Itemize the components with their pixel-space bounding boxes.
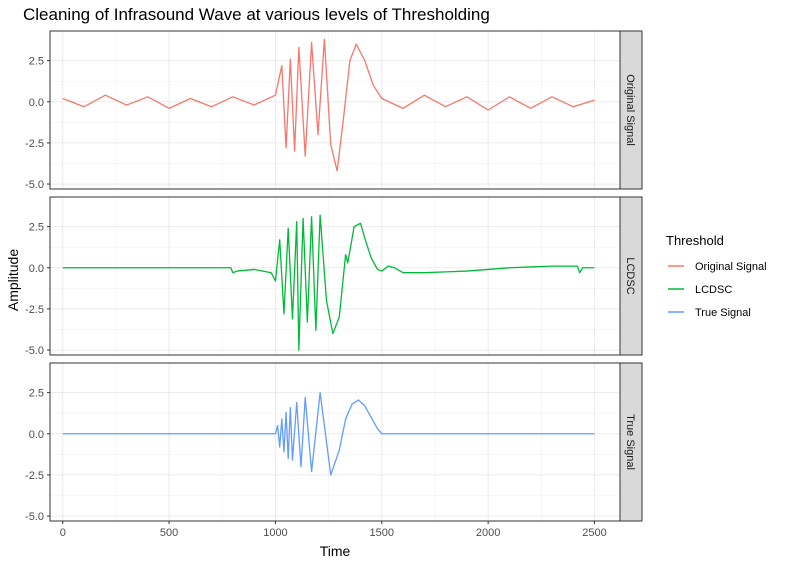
x-axis-title: Time xyxy=(320,543,351,559)
facet-strip xyxy=(619,196,643,356)
y-tick-label: -5.0 xyxy=(25,179,44,191)
x-tick-label: 2500 xyxy=(582,527,606,539)
y-tick-label: 2.5 xyxy=(29,388,44,400)
panel-background xyxy=(50,363,620,521)
y-axis-title: Amplitude xyxy=(5,249,21,311)
series-line xyxy=(62,214,595,351)
facet-panel: -5.0 -2.5 0.0 2.5 True Signal xyxy=(25,362,643,523)
legend: Threshold Original Signal LCDSC True Signal xyxy=(666,233,767,319)
x-tick-label: 500 xyxy=(160,527,178,539)
facet-strip xyxy=(619,30,643,190)
x-tick-label: 0 xyxy=(60,527,66,539)
facet-strip xyxy=(619,362,643,522)
x-tick-label: 2000 xyxy=(476,527,500,539)
legend-label: Original Signal xyxy=(695,261,767,273)
panel-background xyxy=(50,31,620,189)
y-tick-label: 2.5 xyxy=(29,56,44,68)
panel-background xyxy=(50,197,620,355)
y-tick-label: 2.5 xyxy=(29,222,44,234)
y-tick-label: 0.0 xyxy=(29,97,44,109)
series-line xyxy=(62,38,595,172)
y-tick-label: -2.5 xyxy=(25,138,44,150)
facet-panel: -5.0 -2.5 0.0 2.5 Original Signal xyxy=(25,30,643,191)
legend-label: True Signal xyxy=(695,307,751,319)
y-tick-label: 0.0 xyxy=(29,263,44,275)
x-tick-label: 1500 xyxy=(370,527,394,539)
y-tick-label: -5.0 xyxy=(25,511,44,523)
chart-title: Cleaning of Infrasound Wave at various l… xyxy=(23,5,490,24)
facet-panels: -5.0 -2.5 0.0 2.5 Original Signal -5.0 -2.5 0.0… xyxy=(25,30,643,523)
x-axis: 0 500 1000 1500 2000 2500 xyxy=(60,521,607,539)
x-tick-label: 1000 xyxy=(263,527,287,539)
y-tick-label: 0.0 xyxy=(29,429,44,441)
legend-label: LCDSC xyxy=(695,284,732,296)
facet-panel: -5.0 -2.5 0.0 2.5 LCDSC xyxy=(25,196,643,357)
facet-strip-label: LCDSC xyxy=(624,257,636,294)
y-tick-label: -2.5 xyxy=(25,470,44,482)
y-tick-label: -2.5 xyxy=(25,304,44,316)
facet-strip-label: Original Signal xyxy=(624,74,636,146)
y-tick-label: -5.0 xyxy=(25,345,44,357)
legend-title: Threshold xyxy=(666,233,724,248)
facet-strip-label: True Signal xyxy=(624,414,636,470)
series-line xyxy=(62,391,595,476)
